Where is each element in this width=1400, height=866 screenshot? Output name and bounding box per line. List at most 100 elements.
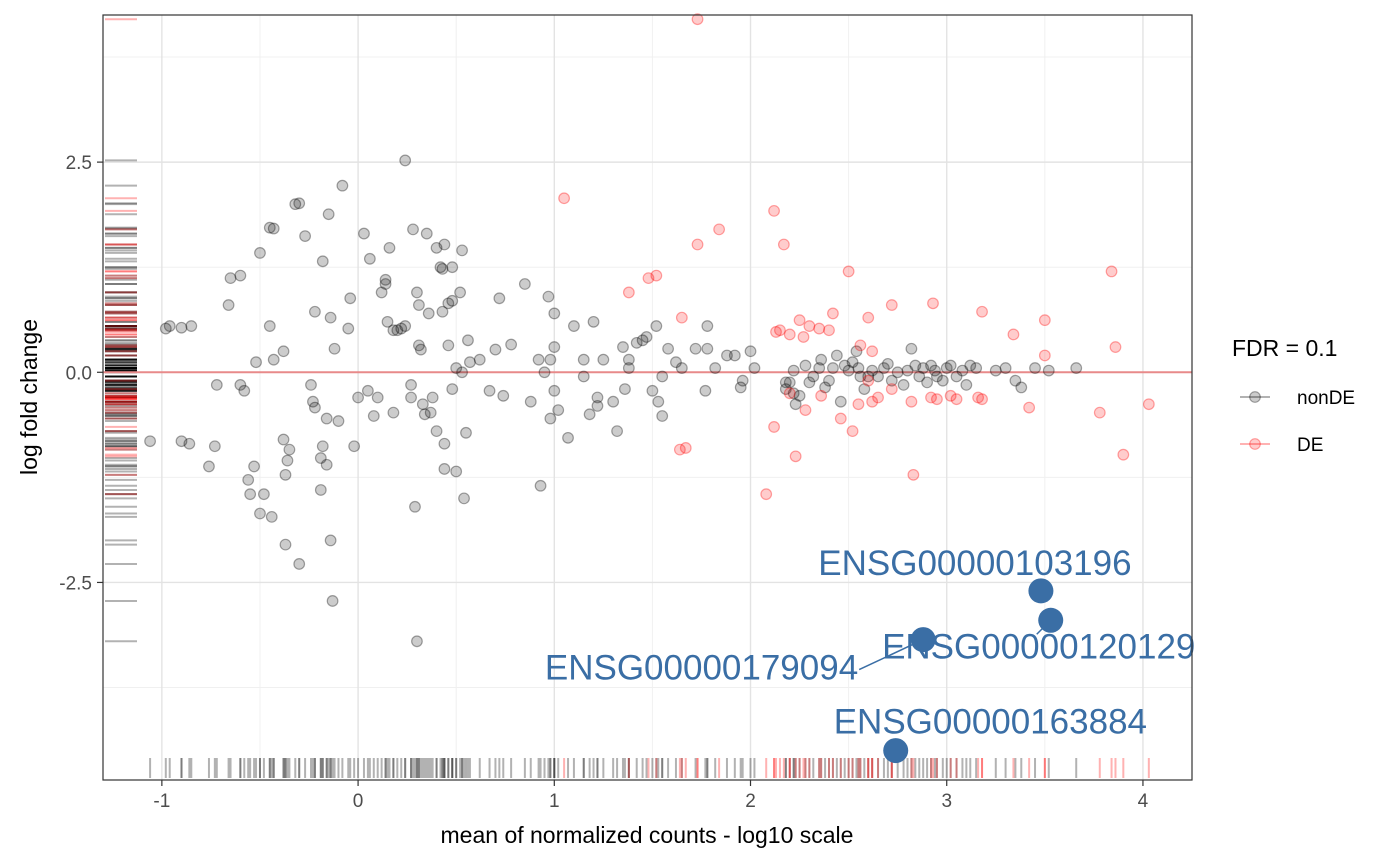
point-de xyxy=(768,204,780,217)
point-nonde xyxy=(872,370,884,383)
point-de xyxy=(925,391,937,404)
point-nonde xyxy=(636,334,649,347)
point-nonde xyxy=(787,387,800,400)
point-nonde xyxy=(617,341,629,353)
point-nonde xyxy=(917,362,930,374)
point-nonde xyxy=(222,299,235,311)
point-nonde xyxy=(909,359,922,372)
point-nonde xyxy=(587,315,600,328)
point-de xyxy=(950,393,963,406)
point-nonde xyxy=(652,395,665,408)
point-nonde xyxy=(807,370,820,383)
point-nonde xyxy=(314,452,327,464)
point-nonde xyxy=(250,356,262,369)
point-nonde xyxy=(332,415,345,427)
point-de xyxy=(650,269,663,282)
point-nonde xyxy=(316,440,329,453)
point-nonde xyxy=(279,538,292,551)
point-de xyxy=(1105,265,1118,278)
point-nonde xyxy=(901,364,914,377)
point-nonde xyxy=(411,635,423,648)
point-nonde xyxy=(701,342,714,355)
point-nonde xyxy=(866,364,879,377)
point-nonde xyxy=(244,488,257,501)
point-nonde xyxy=(411,286,423,299)
point-nonde xyxy=(279,468,292,481)
point-nonde xyxy=(458,492,470,505)
point-nonde xyxy=(538,366,551,379)
point-de xyxy=(783,387,796,400)
point-nonde xyxy=(1070,362,1083,374)
point-de xyxy=(972,391,985,404)
point-nonde xyxy=(387,324,400,337)
point-nonde xyxy=(793,389,806,402)
point-nonde xyxy=(591,391,604,404)
point-de xyxy=(558,192,571,205)
point-nonde xyxy=(493,292,506,305)
point-nonde xyxy=(299,230,312,242)
gene-label: ENSG00000120129 xyxy=(882,627,1195,666)
point-nonde xyxy=(407,223,419,236)
point-nonde xyxy=(542,290,555,303)
point-nonde xyxy=(203,460,215,473)
point-nonde xyxy=(850,345,863,358)
point-nonde xyxy=(936,374,949,387)
point-nonde xyxy=(418,408,431,421)
point-nonde xyxy=(552,404,565,417)
point-nonde xyxy=(783,376,796,389)
point-nonde xyxy=(518,278,531,290)
point-nonde xyxy=(544,353,557,366)
point-nonde xyxy=(940,362,953,374)
legend: FDR = 0.1 nonDE DE xyxy=(1232,335,1355,456)
point-nonde xyxy=(534,479,547,492)
point-de xyxy=(976,305,988,318)
point-nonde xyxy=(489,343,502,356)
point-nonde xyxy=(611,425,623,438)
point-nonde xyxy=(646,384,659,397)
point-nonde xyxy=(265,510,278,523)
point-de xyxy=(862,311,875,324)
highlighted-gene-point xyxy=(1028,578,1054,604)
point-nonde xyxy=(438,238,451,251)
point-nonde xyxy=(375,286,388,299)
point-de xyxy=(1023,401,1036,414)
point-nonde xyxy=(426,391,439,404)
point-nonde xyxy=(689,342,702,355)
point-nonde xyxy=(944,359,957,372)
point-de xyxy=(976,393,988,406)
point-nonde xyxy=(387,406,400,419)
point-nonde xyxy=(422,307,435,320)
highlighted-gene-point xyxy=(883,738,909,764)
data-points xyxy=(144,13,1155,648)
point-nonde xyxy=(367,410,380,422)
point-nonde xyxy=(307,395,319,408)
point-nonde xyxy=(881,357,894,370)
point-nonde xyxy=(734,381,747,394)
point-nonde xyxy=(420,227,433,240)
point-de xyxy=(846,425,859,438)
point-nonde xyxy=(185,320,198,332)
point-de xyxy=(1093,406,1106,419)
point-nonde xyxy=(405,391,417,404)
point-nonde xyxy=(234,378,247,391)
point-nonde xyxy=(640,331,653,343)
point-nonde xyxy=(395,322,408,335)
point-nonde xyxy=(630,336,643,349)
x-tick-label: 0 xyxy=(353,791,364,812)
point-de xyxy=(827,307,839,320)
highlighted-gene-point xyxy=(910,627,936,653)
y-rug xyxy=(105,18,137,643)
minor-gridlines xyxy=(103,15,1192,780)
point-nonde xyxy=(322,208,335,221)
point-nonde xyxy=(548,341,561,353)
point-de xyxy=(783,328,796,341)
point-nonde xyxy=(921,376,934,389)
point-de xyxy=(622,286,635,299)
point-nonde xyxy=(779,376,792,389)
point-de xyxy=(777,238,790,251)
point-nonde xyxy=(970,362,983,374)
point-nonde xyxy=(999,362,1012,374)
point-de xyxy=(803,320,816,332)
point-nonde xyxy=(254,247,266,259)
point-de xyxy=(885,299,898,311)
